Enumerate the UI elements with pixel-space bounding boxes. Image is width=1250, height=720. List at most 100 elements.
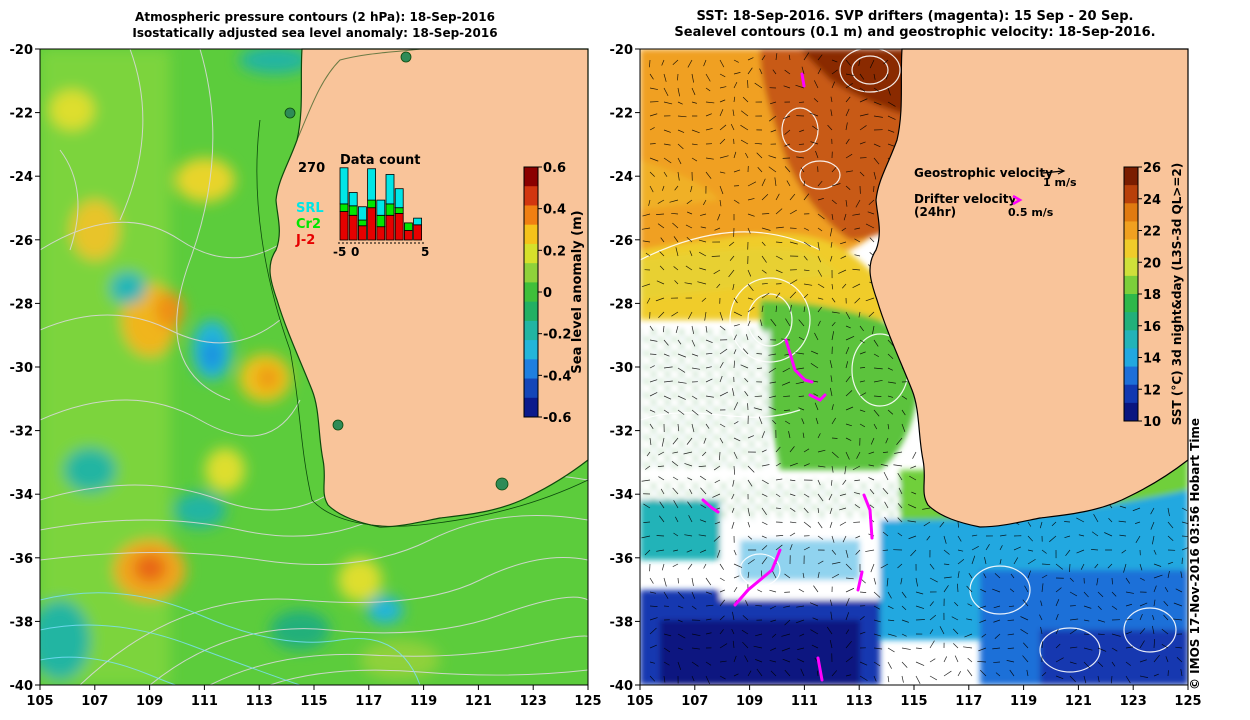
geostrophic-arrow — [677, 577, 679, 584]
geostrophic-arrow — [1008, 605, 1015, 608]
geostrophic-arrow — [649, 617, 658, 621]
geostrophic-arrow — [845, 437, 852, 441]
geostrophic-arrow — [1176, 657, 1183, 663]
geostrophic-arrow — [1065, 549, 1071, 557]
geostrophic-arrow — [1161, 644, 1169, 649]
colorbar-swatch — [1124, 185, 1138, 204]
geostrophic-arrow — [663, 325, 665, 333]
geostrophic-arrow — [812, 617, 819, 621]
geostrophic-arrow — [915, 619, 925, 621]
colorbar-swatch — [524, 282, 538, 303]
geostrophic-arrow — [873, 605, 880, 610]
geostrophic-arrow — [742, 348, 749, 355]
geostrophic-arrow — [784, 129, 791, 135]
geostrophic-arrow — [929, 640, 935, 649]
geostrophic-arrow — [845, 451, 850, 460]
left-colorbar: 0.6 0.4 0.2 0 -0.2 -0.4 -0.6 Sea level anomaly… — [523, 161, 585, 426]
geostrophic-arrow — [761, 545, 768, 551]
geostrophic-arrow — [1175, 646, 1183, 649]
inset-bar-j2 — [413, 224, 423, 241]
geostrophic-arrow — [853, 492, 861, 495]
geostrophic-arrow — [813, 585, 819, 593]
inset-count: 270 — [298, 161, 325, 176]
geostrophic-arrow — [747, 67, 753, 75]
geostrophic-arrow — [728, 241, 735, 247]
geostrophic-arrow — [687, 563, 693, 570]
colorbar-swatch — [524, 186, 538, 206]
geostrophic-arrow — [719, 348, 728, 355]
geostrophic-arrow — [829, 639, 833, 649]
geostrophic-arrow — [761, 535, 767, 539]
geostrophic-arrow — [705, 395, 714, 398]
x-tick-label: 107 — [81, 694, 108, 709]
geostrophic-arrow — [649, 577, 654, 584]
geostrophic-arrow — [803, 52, 810, 61]
geostrophic-arrow — [747, 227, 751, 234]
geostrophic-arrow — [781, 633, 791, 637]
geostrophic-arrow — [649, 365, 655, 369]
geostrophic-arrow — [663, 87, 669, 97]
geostrophic-arrow — [649, 675, 656, 682]
geostrophic-arrow — [660, 488, 665, 495]
geostrophic-arrow — [1153, 563, 1162, 567]
geostrophic-arrow — [641, 479, 651, 482]
geostrophic-arrow — [1097, 619, 1106, 623]
inset-bar-srl — [413, 217, 423, 226]
geostrophic-arrow — [809, 112, 819, 117]
colorbar-swatch — [1124, 330, 1138, 349]
geostrophic-arrow — [1181, 521, 1188, 525]
colorbar-swatch — [524, 378, 538, 399]
geostrophic-arrow — [1091, 549, 1099, 551]
geostrophic-arrow — [761, 479, 769, 485]
y-tick-label: -28 — [610, 297, 634, 312]
geostrophic-arrow — [775, 269, 783, 274]
inset-bar-srl — [385, 174, 395, 205]
geostrophic-arrow — [859, 409, 866, 413]
geostrophic-arrow — [677, 143, 684, 150]
geostrophic-arrow — [859, 423, 866, 428]
geostrophic-arrow — [649, 171, 655, 177]
inset-bar-cr2 — [348, 205, 358, 216]
y-tick-label: -36 — [10, 552, 34, 567]
geostrophic-arrow — [669, 199, 679, 203]
x-tick-label: 117 — [955, 694, 982, 709]
geostrophic-arrow — [733, 586, 738, 593]
geostrophic-arrow — [1055, 599, 1060, 607]
geostrophic-arrow — [699, 549, 707, 553]
geostrophic-arrow — [732, 611, 735, 621]
geostrophic-arrow — [869, 504, 875, 509]
geostrophic-arrow — [657, 199, 665, 204]
geostrophic-arrow — [761, 213, 770, 215]
geostrophic-arrow — [649, 605, 658, 607]
geostrophic-arrow — [733, 360, 736, 369]
geostrophic-arrow — [687, 501, 693, 509]
geostrophic-arrow — [760, 319, 763, 327]
geostrophic-arrow — [845, 96, 851, 103]
left-x-axis: 105 107 109 111 113 115 117 119 121 123 125 — [26, 685, 602, 709]
geostrophic-arrow — [900, 577, 903, 585]
geostrophic-arrow — [701, 297, 707, 302]
geostrophic-arrow — [882, 451, 889, 453]
geostrophic-arrow — [677, 619, 683, 623]
geostrophic-arrow — [915, 675, 921, 684]
geostrophic-arrow — [813, 80, 819, 89]
left-colorbar-label: Sea level anomaly (m) — [570, 210, 585, 373]
geostrophic-arrow — [761, 283, 768, 285]
geostrophic-arrow — [817, 180, 823, 187]
geostrophic-arrow — [714, 227, 721, 231]
geostrophic-arrow — [686, 237, 693, 243]
geostrophic-arrow — [761, 521, 768, 526]
geostrophic-arrow — [775, 208, 783, 215]
geostrophic-arrow — [732, 479, 735, 487]
geostrophic-arrow — [814, 332, 819, 341]
geostrophic-arrow — [901, 591, 907, 598]
geostrophic-arrow — [705, 352, 713, 355]
inset-bar-srl — [348, 192, 358, 207]
geostrophic-arrow — [845, 361, 849, 369]
geostrophic-arrow — [733, 72, 741, 75]
geostrophic-arrow — [1055, 563, 1064, 570]
y-tick-label: -34 — [10, 488, 34, 503]
colorbar-swatch — [524, 301, 538, 322]
geostrophic-arrow — [901, 619, 909, 623]
geostrophic-arrow — [868, 311, 875, 318]
